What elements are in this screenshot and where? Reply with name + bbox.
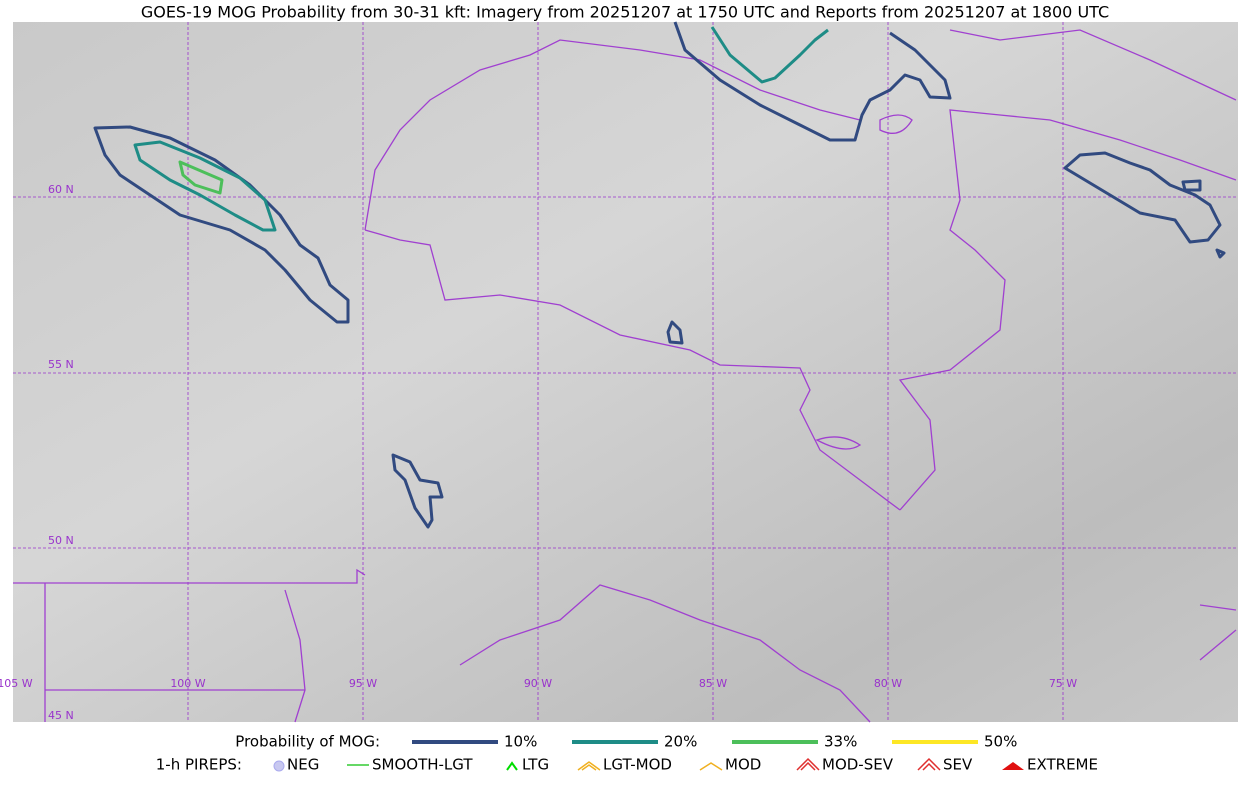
lat-label: 45 N <box>48 709 74 722</box>
lon-label: 105 W <box>0 677 33 690</box>
coastlines <box>13 29 1237 723</box>
legend-label: SMOOTH-LGT <box>372 756 473 774</box>
legend-label: LGT-MOD <box>603 756 672 774</box>
contour-20 <box>710 26 829 84</box>
legend-label: LTG <box>522 756 549 774</box>
title: GOES-19 MOG Probability from 30-31 kft: … <box>141 3 1109 22</box>
legend-label: 20% <box>664 733 697 751</box>
pirep-icon <box>917 757 941 771</box>
lon-label: 90 W <box>524 677 552 690</box>
legend-label: EXTREME <box>1027 756 1098 774</box>
legend-label: MOD <box>725 756 761 774</box>
contour-10 <box>673 21 952 142</box>
contour-10 <box>93 125 350 324</box>
lat-label: 60 N <box>48 183 74 196</box>
legend-label: 10% <box>504 733 537 751</box>
contour-10 <box>1063 151 1222 244</box>
pirep-icon <box>577 761 601 771</box>
lat-label: 55 N <box>48 358 74 371</box>
legend-label: SEV <box>943 756 973 774</box>
legend-title: Probability of MOG: <box>235 733 380 751</box>
contour-33 <box>178 160 224 195</box>
pirep-icon <box>506 761 518 771</box>
pirep-icon <box>1002 762 1024 770</box>
satellite-image <box>13 22 1238 722</box>
legend-label: NEG <box>287 756 319 774</box>
lon-label: 100 W <box>170 677 205 690</box>
legend-label: 50% <box>984 733 1017 751</box>
lon-label: 80 W <box>874 677 902 690</box>
contour-10 <box>391 453 444 529</box>
contour-10 <box>1215 248 1226 259</box>
pirep-icon <box>273 760 285 772</box>
lon-label: 85 W <box>699 677 727 690</box>
lon-label: 95 W <box>349 677 377 690</box>
legend-label: 33% <box>824 733 857 751</box>
contour-20 <box>133 140 277 232</box>
legend-label: MOD-SEV <box>822 756 894 774</box>
graticule: 60 N 55 N 50 N 45 N 105 W 100 W 95 W 90 … <box>0 22 1238 722</box>
lat-label: 50 N <box>48 534 74 547</box>
contour-10 <box>666 320 684 345</box>
pirep-icon <box>699 762 723 771</box>
lon-label: 75 W <box>1049 677 1077 690</box>
contours <box>93 21 1226 529</box>
contour-10 <box>1181 179 1202 192</box>
legend: Probability of MOG: 1-h PIREPS: 10% 20% 33… <box>156 733 1098 774</box>
legend-title: 1-h PIREPS: <box>156 756 242 774</box>
pirep-icon <box>796 757 820 771</box>
